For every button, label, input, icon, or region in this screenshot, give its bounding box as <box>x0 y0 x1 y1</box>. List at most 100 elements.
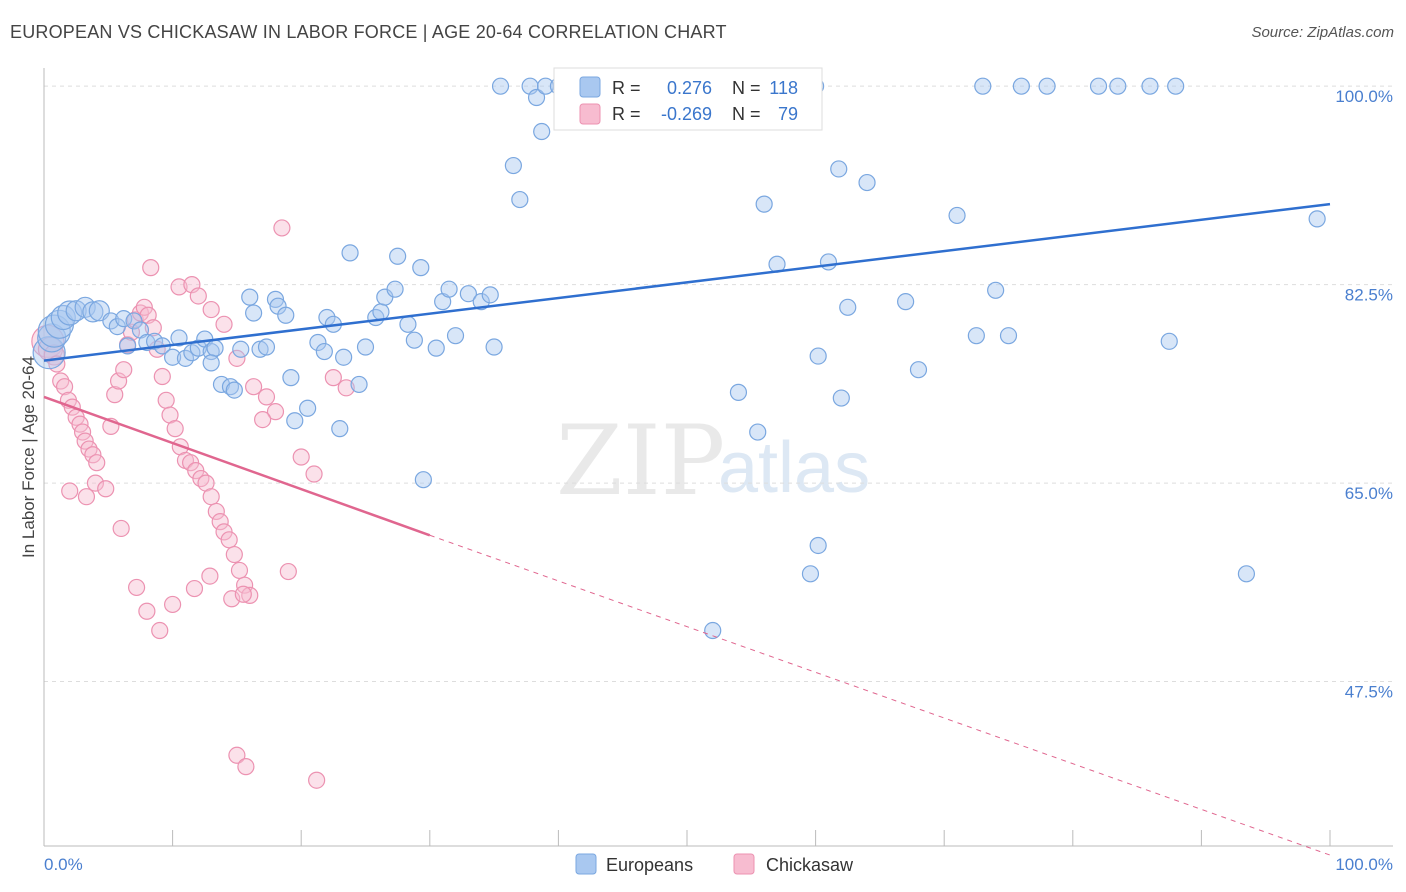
stats-swatch-europeans <box>579 76 601 98</box>
chickasaw-point <box>142 259 160 277</box>
chickasaw-point <box>245 378 263 396</box>
chickasaw-point <box>86 474 105 492</box>
europeans-point <box>974 77 992 95</box>
europeans-point <box>206 339 224 357</box>
europeans-point <box>999 327 1018 345</box>
europeans-point <box>1237 565 1256 583</box>
europeans-point <box>1160 332 1178 350</box>
y-tick-label: 82.5% <box>1345 286 1393 305</box>
stats-r-label-chickasaw: R = <box>612 104 641 124</box>
europeans-point <box>1012 77 1030 95</box>
europeans-point <box>481 286 499 304</box>
chickasaw-point <box>55 378 74 396</box>
europeans-point <box>897 293 915 311</box>
chickasaw-point <box>88 454 106 472</box>
chickasaw-point <box>138 602 156 620</box>
europeans-point <box>485 338 503 356</box>
stats-n-label-chickasaw: N = <box>732 104 761 124</box>
europeans-point <box>459 285 477 303</box>
watermark: ZIP atlas <box>556 405 870 517</box>
watermark-atlas: atlas <box>718 428 870 508</box>
chickasaw-point <box>157 391 175 409</box>
chickasaw-trend-extension <box>429 534 1331 856</box>
legend-swatch-europeans <box>575 853 597 875</box>
europeans-point <box>1308 210 1326 228</box>
stats-r-value-europeans: 0.276 <box>667 78 712 98</box>
europeans-point <box>504 156 522 175</box>
europeans-point <box>115 310 133 328</box>
europeans-point <box>189 339 207 357</box>
chickasaw-trend-line <box>43 395 431 537</box>
europeans-point <box>1038 77 1056 95</box>
y-tick-labels: 47.5% 65.0% 82.5% 100.0% <box>1335 87 1393 701</box>
chickasaw-point <box>241 586 259 604</box>
chickasaw-point <box>201 567 219 585</box>
europeans-point <box>446 327 465 345</box>
source-label: Source: ZipAtlas.com <box>1251 24 1394 41</box>
europeans-point <box>399 315 417 333</box>
europeans-point <box>987 281 1005 299</box>
legend-label-europeans: Europeans <box>606 855 693 875</box>
europeans-point <box>202 354 220 372</box>
legend-label-chickasaw: Chickasaw <box>766 855 854 875</box>
chickasaw-point <box>115 361 133 379</box>
europeans-point <box>286 412 304 430</box>
chickasaw-point <box>225 545 243 564</box>
page-title: EUROPEAN VS CHICKASAW IN LABOR FORCE | A… <box>10 22 727 42</box>
chickasaw-point <box>279 562 297 581</box>
europeans-point <box>511 190 529 209</box>
europeans-point <box>832 389 850 407</box>
europeans-point <box>704 621 722 640</box>
europeans-point <box>32 336 66 370</box>
europeans-point <box>331 420 349 438</box>
chickasaw-point <box>61 482 79 500</box>
stats-r-value-chickasaw: -0.269 <box>661 104 712 124</box>
europeans-point <box>164 348 182 366</box>
europeans-point <box>245 304 263 322</box>
stats-n-value-europeans: 118 <box>769 78 798 98</box>
europeans-point <box>232 340 250 358</box>
europeans-point <box>350 375 368 394</box>
chickasaw-point <box>185 579 204 598</box>
europeans-point <box>241 288 259 306</box>
stats-box: R = 0.276 N = 118 R = -0.269 N = 79 <box>553 67 823 131</box>
europeans-point <box>440 280 458 298</box>
trend-lines <box>43 202 1331 856</box>
chickasaw-point <box>202 488 220 506</box>
europeans-point <box>257 338 276 356</box>
europeans-point <box>225 381 243 399</box>
stats-swatch-chickasaw <box>579 103 601 125</box>
europeans-point <box>309 333 327 352</box>
chickasaw-point <box>77 488 96 506</box>
europeans-trend-line <box>43 202 1331 362</box>
europeans-point <box>341 244 359 262</box>
stats-n-value-chickasaw: 79 <box>778 104 798 124</box>
chickasaw-point <box>153 367 171 386</box>
chickasaw-point <box>237 758 255 776</box>
europeans-point <box>472 293 490 311</box>
chickasaw-point <box>31 324 65 358</box>
europeans-point <box>729 383 748 401</box>
stats-r-label-europeans: R = <box>612 78 641 98</box>
europeans-point <box>749 423 767 441</box>
chickasaw-point <box>76 432 94 450</box>
europeans-point <box>967 327 985 345</box>
chickasaw-point <box>266 403 285 421</box>
y-axis-label: In Labor Force | Age 20-64 <box>19 356 38 558</box>
x-tick-label-min: 0.0% <box>44 855 83 874</box>
europeans-point <box>1089 77 1108 95</box>
europeans-point <box>1141 77 1159 95</box>
europeans-point <box>839 298 857 316</box>
chickasaw-point <box>189 287 207 305</box>
europeans-point <box>125 312 143 330</box>
europeans-point <box>527 88 546 107</box>
chickasaw-point <box>84 446 102 464</box>
chickasaw-point <box>234 585 252 603</box>
europeans-point <box>412 259 430 277</box>
chickasaw-point <box>166 420 184 438</box>
europeans-point <box>82 301 104 323</box>
chickasaw-point <box>215 315 233 333</box>
chickasaw-point <box>257 388 276 406</box>
chickasaw-point <box>211 513 229 531</box>
